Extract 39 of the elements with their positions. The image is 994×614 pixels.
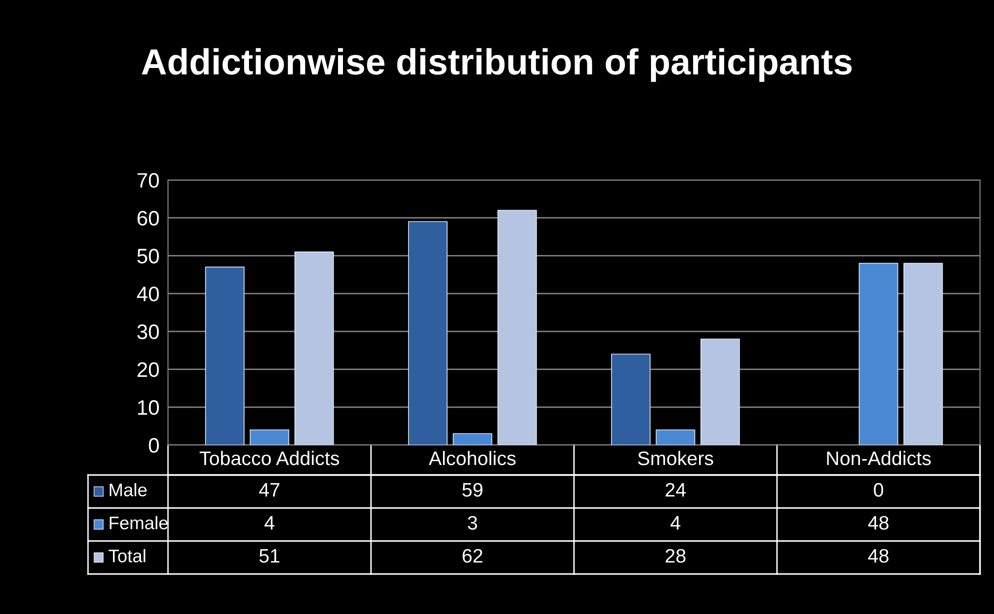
legend-label: Male (110, 483, 147, 496)
bar (497, 210, 537, 445)
data-label: 24 (666, 482, 686, 497)
data-label: 48 (868, 516, 888, 530)
legend-label: Total (108, 549, 146, 562)
y-tick-label: 30 (137, 324, 159, 340)
bar (408, 221, 448, 445)
y-tick-label: 50 (137, 248, 159, 264)
data-label: 51 (259, 549, 280, 563)
data-label: 28 (666, 548, 686, 563)
y-tick-label: 40 (136, 286, 159, 302)
data-label: 48 (868, 548, 888, 563)
x-tick-label: Non-Addicts (827, 450, 931, 466)
data-label: 0 (874, 482, 884, 497)
bar (858, 262, 898, 445)
y-tick-label: 0 (148, 438, 159, 453)
x-tick-label: Alcoholics (428, 450, 516, 466)
data-label: 4 (670, 516, 680, 530)
y-tick-label: 20 (138, 362, 159, 378)
bar (903, 262, 943, 445)
bar (452, 433, 492, 445)
data-label: 62 (462, 548, 482, 563)
x-tick-label: Smokers (638, 450, 714, 466)
bar (250, 429, 290, 445)
legend-label: Female (110, 516, 168, 530)
data-label: 47 (259, 483, 280, 497)
y-tick-label: 60 (138, 210, 159, 226)
data-label: 3 (468, 516, 478, 530)
x-tick-label: Tobacco Addicts (200, 450, 340, 466)
data-label: 59 (462, 482, 482, 497)
bar (205, 266, 245, 445)
bar (294, 252, 334, 445)
bar (700, 338, 740, 445)
y-tick-label: 10 (138, 400, 159, 415)
chart-title: Addictionwise distribution of participants (142, 48, 852, 82)
bar (611, 354, 651, 445)
y-tick-label: 70 (138, 173, 159, 188)
data-label: 4 (264, 516, 274, 530)
bar (656, 429, 696, 445)
